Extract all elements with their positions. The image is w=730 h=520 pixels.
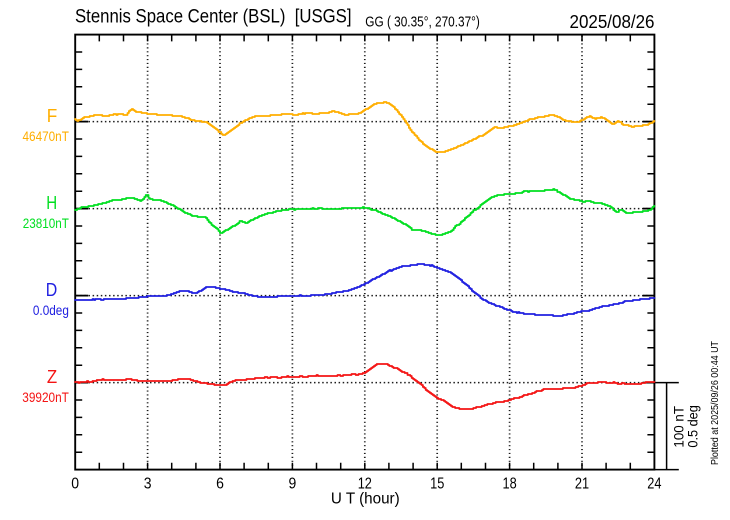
svg-text:2025/08/26: 2025/08/26 [570,11,655,32]
svg-text:9: 9 [289,475,297,492]
svg-text:12: 12 [358,475,372,492]
svg-text:23810nT: 23810nT [23,216,70,231]
svg-text:100 nT: 100 nT [672,406,687,448]
svg-text:Stennis Space Center (BSL) [U: Stennis Space Center (BSL) [USGS] [75,6,352,27]
svg-text:6: 6 [216,475,224,492]
svg-text:0.0deg: 0.0deg [33,303,69,318]
svg-text:D: D [46,279,58,300]
svg-text:H: H [46,192,57,213]
svg-text:24: 24 [647,475,661,492]
svg-text:15: 15 [430,475,444,492]
svg-text:21: 21 [575,475,589,492]
svg-text:Plotted at 2025/09/26 00:44 UT: Plotted at 2025/09/26 00:44 UT [710,341,721,465]
svg-text:GG ( 30.35°, 270.37°): GG ( 30.35°, 270.37°) [365,14,480,30]
svg-text:39920nT: 39920nT [22,390,69,405]
svg-text:0: 0 [71,475,79,492]
svg-text:46470nT: 46470nT [23,129,70,144]
svg-text:U T (hour): U T (hour) [331,491,400,508]
svg-text:18: 18 [503,475,517,492]
svg-text:3: 3 [144,475,152,492]
svg-text:F: F [47,105,58,126]
svg-text:0.5 deg: 0.5 deg [685,405,700,447]
svg-text:Z: Z [47,366,57,387]
